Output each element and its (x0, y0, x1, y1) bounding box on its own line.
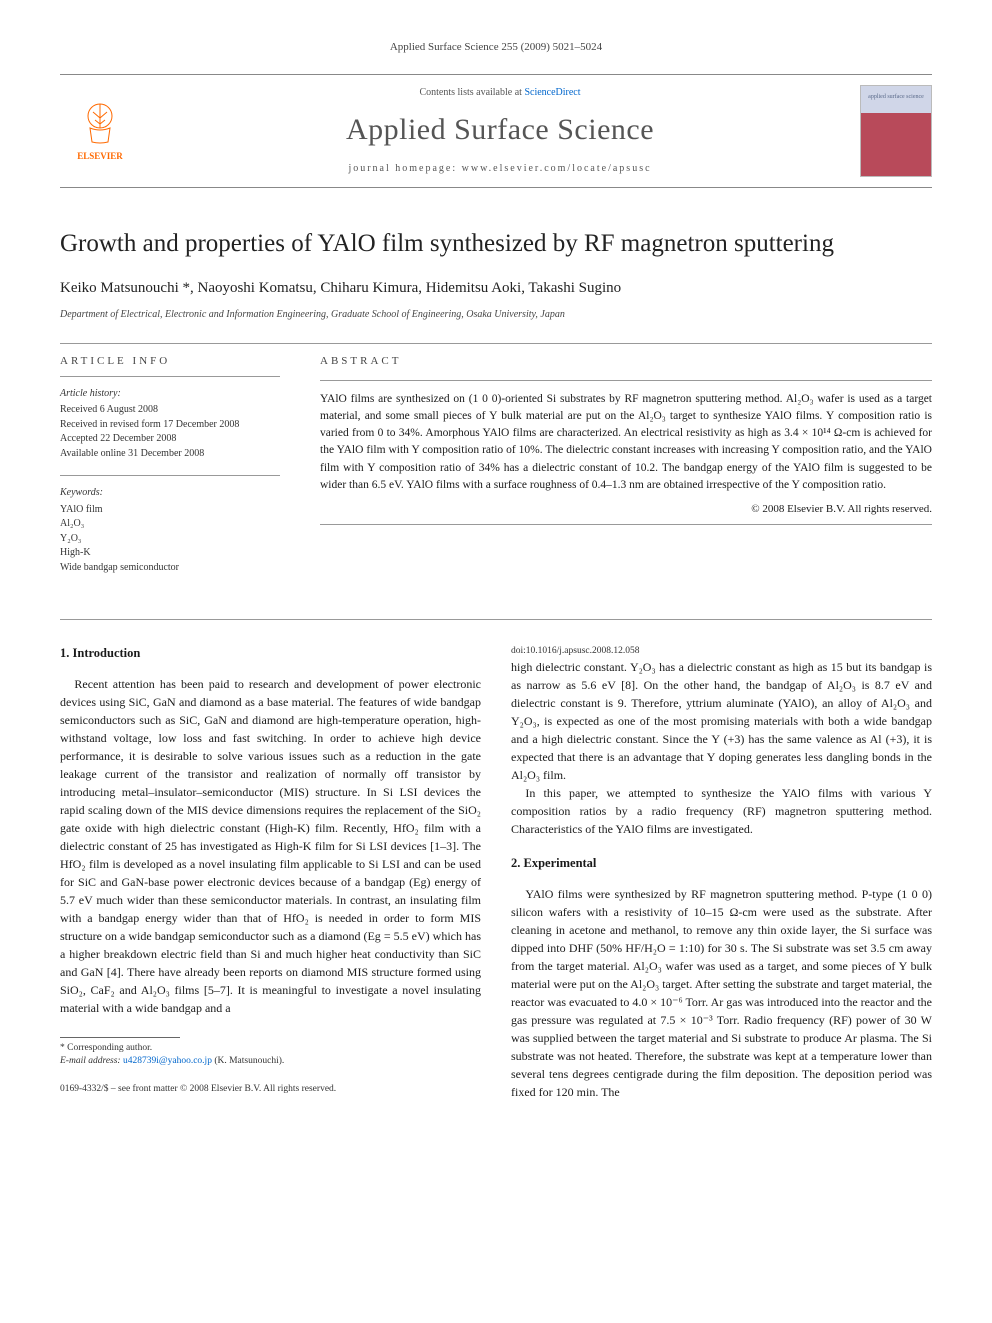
elsevier-tree-icon (75, 98, 125, 148)
meta-abstract-row: ARTICLE INFO Article history: Received 6… (60, 354, 932, 589)
history-item: Available online 31 December 2008 (60, 447, 280, 462)
divider (60, 619, 932, 620)
journal-homepage-line: journal homepage: www.elsevier.com/locat… (140, 162, 860, 177)
keyword: Wide bandgap semiconductor (60, 561, 280, 576)
email-link[interactable]: u428739i@yahoo.co.jp (123, 1056, 212, 1066)
body-paragraph: high dielectric constant. Y₂O₃ has a die… (511, 658, 932, 784)
affiliation: Department of Electrical, Electronic and… (60, 308, 932, 323)
journal-title: Applied Surface Science (140, 108, 860, 152)
email-suffix: (K. Matsunouchi). (212, 1056, 284, 1066)
sciencedirect-link[interactable]: ScienceDirect (524, 87, 580, 98)
keyword: Al₂O₃ (60, 517, 280, 532)
keyword: YAlO film (60, 503, 280, 518)
history-item: Received 6 August 2008 (60, 403, 280, 418)
divider (60, 376, 280, 377)
history-item: Received in revised form 17 December 200… (60, 418, 280, 433)
body-paragraph: In this paper, we attempted to synthesiz… (511, 784, 932, 838)
journal-cover-thumbnail: applied surface science (860, 85, 932, 177)
section-heading-experimental: 2. Experimental (511, 854, 932, 873)
email-label: E-mail address: (60, 1056, 123, 1066)
masthead-center: Contents lists available at ScienceDirec… (140, 86, 860, 177)
section-heading-introduction: 1. Introduction (60, 644, 481, 663)
article-title: Growth and properties of YAlO film synth… (60, 228, 932, 261)
keyword: High-K (60, 546, 280, 561)
journal-masthead: ELSEVIER Contents lists available at Sci… (60, 74, 932, 188)
history-heading: Article history: (60, 387, 280, 402)
footnote-rule (60, 1037, 180, 1038)
body-paragraph: YAlO films were synthesized by RF magnet… (511, 885, 932, 1101)
abstract-column: ABSTRACT YAlO films are synthesized on (… (320, 354, 932, 589)
corresponding-author-footnote: * Corresponding author. E-mail address: … (60, 1042, 481, 1069)
keywords-heading: Keywords: (60, 486, 280, 501)
divider (320, 380, 932, 381)
author-list: Keiko Matsunouchi *, Naoyoshi Komatsu, C… (60, 278, 932, 300)
homepage-url: www.elsevier.com/locate/apsusc (462, 163, 652, 174)
abstract-text: YAlO films are synthesized on (1 0 0)-or… (320, 391, 932, 495)
homepage-prefix: journal homepage: (348, 163, 461, 174)
divider (320, 524, 932, 525)
publisher-name: ELSEVIER (77, 150, 123, 163)
keyword: Y₂O₃ (60, 532, 280, 547)
divider (60, 475, 280, 476)
article-info-heading: ARTICLE INFO (60, 354, 280, 370)
article-info-column: ARTICLE INFO Article history: Received 6… (60, 354, 280, 589)
history-item: Accepted 22 December 2008 (60, 432, 280, 447)
body-paragraph: Recent attention has been paid to resear… (60, 675, 481, 1017)
cover-label: applied surface science (865, 94, 927, 101)
article-history-block: Article history: Received 6 August 2008 … (60, 387, 280, 462)
divider (60, 343, 932, 344)
abstract-copyright: © 2008 Elsevier B.V. All rights reserved… (320, 502, 932, 518)
article-body: 1. Introduction Recent attention has bee… (60, 644, 932, 1101)
contents-prefix: Contents lists available at (419, 87, 524, 98)
abstract-heading: ABSTRACT (320, 354, 932, 370)
doi-line: doi:10.1016/j.apsusc.2008.12.058 (511, 644, 932, 658)
corr-author-label: * Corresponding author. (60, 1042, 481, 1055)
keywords-block: Keywords: YAlO film Al₂O₃ Y₂O₃ High-K Wi… (60, 486, 280, 575)
contents-available-line: Contents lists available at ScienceDirec… (140, 86, 860, 101)
front-matter-line: 0169-4332/$ – see front matter © 2008 El… (60, 1082, 481, 1096)
corr-author-email-line: E-mail address: u428739i@yahoo.co.jp (K.… (60, 1055, 481, 1068)
publisher-logo: ELSEVIER (60, 91, 140, 171)
running-header: Applied Surface Science 255 (2009) 5021–… (60, 40, 932, 56)
